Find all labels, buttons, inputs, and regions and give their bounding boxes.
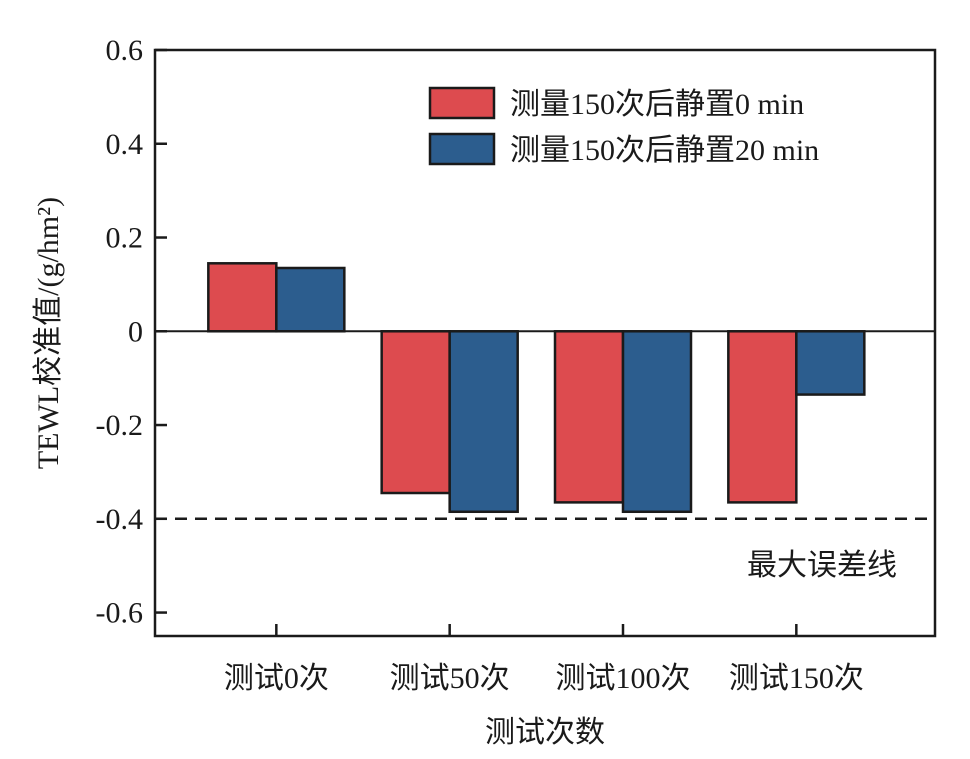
bar-series-1-4	[727, 330, 798, 504]
y-tick-label: -0.4	[96, 503, 144, 536]
bar-series-1-2	[380, 330, 451, 495]
max-error-label: 最大误差线	[747, 549, 897, 582]
y-tick-label: -0.2	[96, 409, 144, 442]
x-tick-label: 测试50次	[390, 662, 510, 695]
x-tick-label: 测试0次	[224, 662, 329, 695]
y-tick-label: 0	[128, 315, 143, 348]
bar-series-2-4	[795, 330, 866, 396]
bar-series-2-2	[448, 330, 519, 514]
legend-swatch-1	[428, 86, 496, 120]
bar-series-1-1	[207, 262, 278, 333]
x-tick-label: 测试100次	[556, 662, 691, 695]
y-tick-label: 0.6	[106, 34, 144, 67]
legend: 测量150次后静置0 min 测量150次后静置20 min	[428, 86, 819, 167]
bar-series-2-3	[621, 330, 693, 514]
bar-series-1-3	[553, 330, 625, 504]
bars-layer	[207, 262, 866, 514]
y-axis-ticks: 0.6 0.4 0.2 0 -0.2 -0.4 -0.6	[96, 34, 167, 630]
x-tick-label: 测试150次	[729, 662, 864, 695]
y-tick-label: 0.2	[106, 222, 144, 255]
bar-series-2-1	[275, 266, 346, 333]
legend-label-2: 测量150次后静置20 min	[510, 134, 819, 167]
plot-frame	[153, 48, 937, 638]
y-axis-title: TEWL校准值/(g/hm²)	[32, 197, 65, 469]
y-tick-label: 0.4	[106, 128, 144, 161]
legend-label-1: 测量150次后静置0 min	[510, 88, 804, 121]
legend-swatch-2	[428, 132, 496, 166]
y-tick-label: -0.6	[96, 597, 144, 630]
x-axis-title: 测试次数	[485, 716, 605, 749]
x-axis-ticks: 测试0次 测试50次 测试100次 测试150次	[224, 624, 864, 695]
